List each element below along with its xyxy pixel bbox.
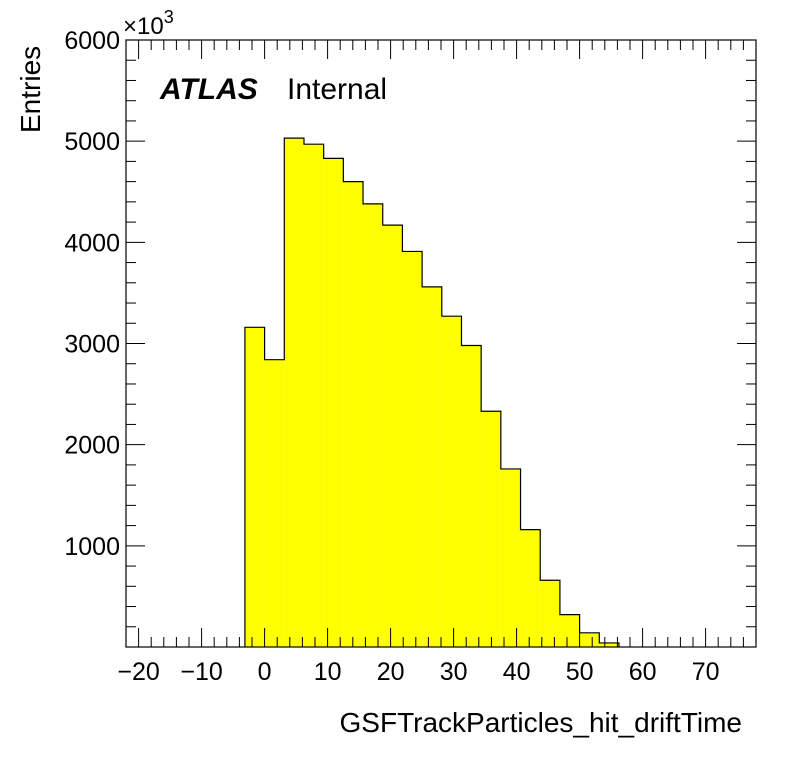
- histogram-bars: [244, 138, 619, 648]
- histogram-bar: [244, 327, 265, 647]
- histogram-bar: [382, 225, 403, 647]
- histogram-bar: [343, 181, 364, 647]
- x-tick-labels: −20 −10 0 10 20 30 40 50 60 70: [117, 658, 719, 686]
- x-tick-label: 20: [377, 658, 405, 686]
- histogram-bar: [284, 138, 304, 648]
- histogram-bar: [441, 316, 462, 647]
- histogram-bar: [264, 359, 285, 647]
- x-tick-label: 60: [629, 658, 657, 686]
- histogram-bar: [579, 632, 600, 647]
- x-tick-label: 50: [566, 658, 594, 686]
- y-tick-label: 5000: [64, 128, 120, 156]
- histogram-bar: [323, 158, 344, 648]
- y-tick-label: 4000: [64, 229, 120, 257]
- y-tick-labels: 1000 2000 3000 4000 5000 6000: [64, 27, 120, 561]
- x-tick-label: 30: [440, 658, 468, 686]
- histogram-bar: [559, 614, 580, 647]
- x-tick-label: 0: [258, 658, 272, 686]
- x-tick-label: 70: [692, 658, 720, 686]
- atlas-label: ATLAS: [159, 73, 258, 106]
- y-multiplier-exponent: 3: [164, 7, 174, 27]
- histogram-outline: [244, 137, 620, 647]
- histogram-bar: [461, 345, 482, 647]
- y-multiplier-label: ×103: [123, 7, 174, 40]
- histogram-bar: [481, 411, 501, 647]
- y-tick-label: 3000: [64, 331, 120, 359]
- x-tick-label: 10: [314, 658, 342, 686]
- histogram-bar: [422, 286, 442, 647]
- histogram-bar: [599, 642, 619, 647]
- histogram-bar: [520, 529, 541, 647]
- y-tick-label: 6000: [64, 27, 120, 55]
- x-tick-label: −20: [117, 658, 159, 686]
- y-tick-label: 2000: [64, 432, 120, 460]
- histogram-bar: [402, 251, 423, 647]
- y-tick-label: 1000: [64, 533, 120, 561]
- plot-frame: [125, 39, 757, 648]
- histogram-bar: [500, 468, 521, 647]
- histogram-bar: [303, 144, 324, 647]
- y-axis-title: Entries: [15, 46, 46, 133]
- x-tick-label: −10: [180, 658, 222, 686]
- x-tick-label: 40: [503, 658, 531, 686]
- y-multiplier-base: ×10: [123, 13, 164, 40]
- histogram-bar: [363, 203, 383, 647]
- x-axis-title: GSFTrackParticles_hit_driftTime: [340, 707, 742, 738]
- histogram-bar: [540, 580, 560, 647]
- internal-label: Internal: [287, 73, 387, 106]
